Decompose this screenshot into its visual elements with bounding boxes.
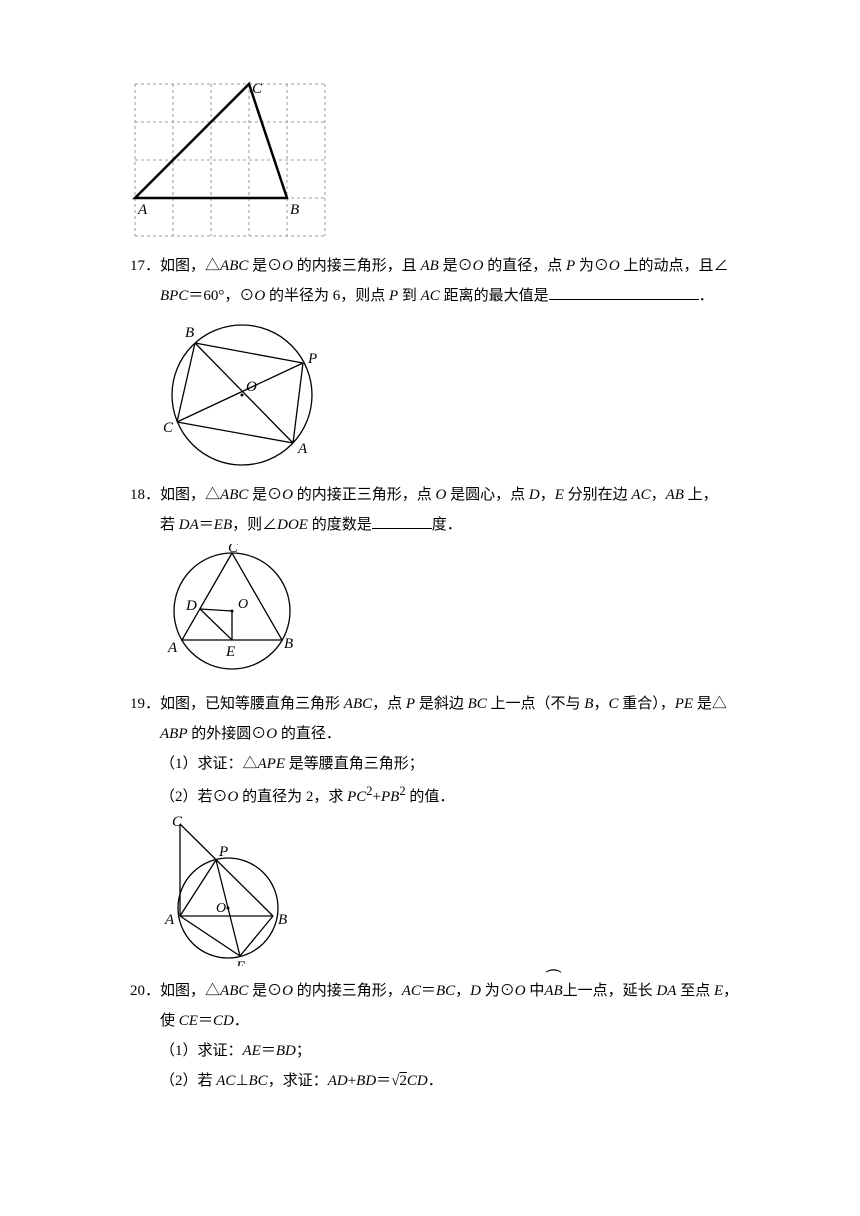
blank-18 — [372, 514, 432, 529]
figure-18: C O D A E B — [160, 544, 750, 679]
svg-text:B: B — [185, 325, 194, 341]
circle-19-svg: C P A O B E — [160, 816, 300, 966]
problem-19-sub1: （1）求证：△APE 是等腰直角三角形； — [130, 749, 750, 779]
svg-text:D: D — [185, 598, 197, 614]
svg-text:P: P — [307, 351, 317, 367]
p19-num: 19． — [130, 696, 160, 712]
svg-text:B: B — [284, 636, 293, 652]
problem-17-line2: BPC＝60°，⊙O 的半径为 6，则点 P 到 AC 距离的最大值是． — [130, 281, 750, 311]
circle-17-svg: B P O C A — [160, 315, 325, 470]
svg-text:C: C — [172, 816, 183, 830]
svg-text:C: C — [252, 81, 263, 97]
svg-text:P: P — [218, 844, 228, 860]
svg-text:O: O — [238, 597, 248, 612]
svg-text:O: O — [216, 901, 226, 916]
problem-19-sub2: （2）若⊙O 的直径为 2，求 PC2+PB2 的值． — [130, 779, 750, 812]
svg-text:E: E — [235, 959, 245, 966]
figure-17: B P O C A — [160, 315, 750, 470]
blank-17 — [549, 285, 699, 300]
problem-20-line2: 使 CE＝CD． — [130, 1006, 750, 1036]
p17-num: 17． — [130, 258, 160, 274]
problem-18-line2: 若 DA＝EB，则∠DOE 的度数是度． — [130, 510, 750, 540]
figure-19: C P A O B E — [160, 816, 750, 966]
problem-17: 17．如图，△ABC 是⊙O 的内接三角形，且 AB 是⊙O 的直径，点 P 为… — [130, 251, 750, 470]
svg-text:C: C — [228, 544, 239, 556]
problem-17-text: 17．如图，△ABC 是⊙O 的内接三角形，且 AB 是⊙O 的直径，点 P 为… — [130, 251, 750, 281]
problem-18: 18．如图，△ABC 是⊙O 的内接正三角形，点 O 是圆心，点 D，E 分别在… — [130, 480, 750, 679]
svg-text:A: A — [167, 640, 178, 656]
svg-text:A: A — [164, 912, 175, 928]
grid-triangle-svg: A B C — [130, 79, 330, 241]
problem-18-text: 18．如图，△ABC 是⊙O 的内接正三角形，点 O 是圆心，点 D，E 分别在… — [130, 480, 750, 510]
problem-20-sub2: （2）若 AC⊥BC，求证：AD+BD＝√2CD． — [130, 1066, 750, 1096]
p18-num: 18． — [130, 487, 160, 503]
svg-text:B: B — [278, 912, 287, 928]
svg-text:E: E — [225, 644, 235, 660]
arc-ab: AB — [544, 976, 562, 1006]
problem-19: 19．如图，已知等腰直角三角形 ABC，点 P 是斜边 BC 上一点（不与 B，… — [130, 689, 750, 966]
svg-text:C: C — [163, 420, 174, 436]
p20-num: 20． — [130, 983, 160, 999]
problem-20: 20．如图，△ABC 是⊙O 的内接三角形，AC＝BC，D 为⊙O 中AB上一点… — [130, 976, 750, 1096]
circle-18-svg: C O D A E B — [160, 544, 305, 679]
svg-text:A: A — [137, 202, 148, 218]
sqrt-2: √2 — [391, 1073, 407, 1089]
svg-text:B: B — [290, 202, 299, 218]
problem-20-text: 20．如图，△ABC 是⊙O 的内接三角形，AC＝BC，D 为⊙O 中AB上一点… — [130, 976, 750, 1006]
svg-text:A: A — [297, 441, 308, 457]
svg-text:O: O — [246, 379, 257, 395]
problem-20-sub1: （1）求证：AE＝BD； — [130, 1036, 750, 1066]
problem-19-line2: ABP 的外接圆⊙O 的直径． — [130, 719, 750, 749]
problem-19-text: 19．如图，已知等腰直角三角形 ABC，点 P 是斜边 BC 上一点（不与 B，… — [130, 689, 750, 719]
figure-grid-triangle: A B C — [130, 79, 750, 241]
